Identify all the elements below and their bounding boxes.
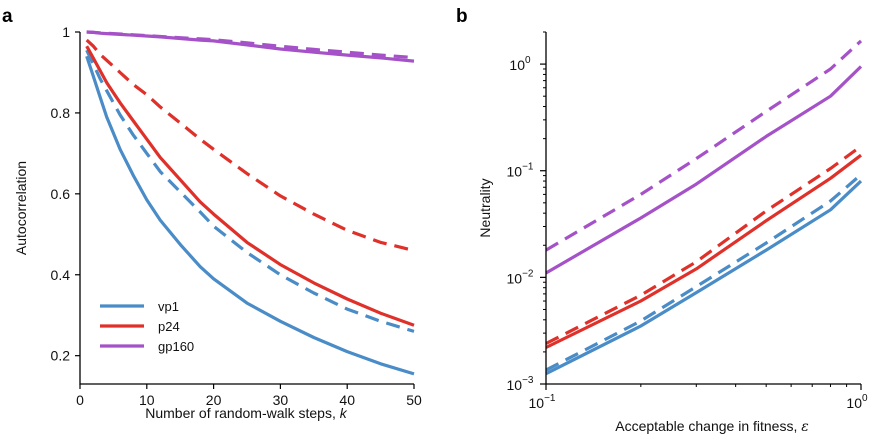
panel-a-y-tick-label: 0.6 xyxy=(51,186,71,202)
panel-a-x-tick-label: 0 xyxy=(76,392,84,408)
panel-a-y-tick-label: 1 xyxy=(62,24,70,40)
panel-a-y-tick-label: 0.4 xyxy=(51,267,71,283)
panel-a-x-tick-label: 20 xyxy=(206,392,222,408)
panel-a-axes xyxy=(79,32,414,385)
panel-b-x-axis-label: Acceptable change in fitness, ε xyxy=(615,418,809,435)
panel-a-x-ticks: 0 10 20 30 40 50 xyxy=(76,384,422,408)
panel-b-series xyxy=(545,39,863,376)
panel-a-line-p24-dashed xyxy=(85,38,415,253)
panel-a-legend: vp1 p24 gp160 xyxy=(100,299,194,354)
panel-b-y-ticks: 10−3 10−2 10−1 100 xyxy=(507,31,546,393)
panel-a-x-axis-label: Number of random-walk steps, k xyxy=(145,405,348,421)
panel-label-a: a xyxy=(2,6,13,27)
panel-b-x-ticks: 10−1 100 xyxy=(529,384,868,411)
panel-a-line-gp160 xyxy=(86,30,415,63)
panel-a-y-axis-label: Autocorrelation xyxy=(13,161,29,255)
panel-b-neutrality-chart: 10−1 100 10−3 10−2 10−1 100 Acceptable chang… xyxy=(477,31,868,435)
legend-label-vp1: vp1 xyxy=(158,299,179,314)
panel-a-autocorrelation-chart: 0 10 20 30 40 50 0.2 0.4 0.6 0.8 1 Number of rand… xyxy=(13,24,422,421)
panel-a-line-vp1-dashed xyxy=(85,49,415,333)
panel-b-line-gp160-dashed xyxy=(545,39,863,252)
panel-a-line-gp160-dashed xyxy=(86,30,415,60)
legend-label-p24: p24 xyxy=(158,319,180,334)
panel-b-x-tick-label: 10−1 xyxy=(529,393,556,411)
panel-a-x-tick-label: 50 xyxy=(406,392,422,408)
panel-label-b: b xyxy=(456,6,468,27)
panel-a-series xyxy=(85,30,415,376)
panel-a-y-tick-label: 0.8 xyxy=(51,105,71,121)
panel-b-x-tick-label: 100 xyxy=(846,393,868,411)
panel-a-x-tick-label: 30 xyxy=(273,392,289,408)
panel-b-line-gp160 xyxy=(545,65,863,275)
panel-b-y-tick-label: 100 xyxy=(509,55,531,73)
panel-b-line-vp1 xyxy=(545,179,863,376)
panel-a-y-ticks: 0.2 0.4 0.6 0.8 1 xyxy=(51,24,80,364)
panel-a-line-vp1 xyxy=(85,55,415,376)
panel-a-line-p24 xyxy=(85,45,415,327)
panel-b-line-p24 xyxy=(545,153,862,349)
panel-b-y-tick-label: 10−1 xyxy=(507,162,534,180)
legend-label-gp160: gp160 xyxy=(158,339,194,354)
panel-a-y-tick-label: 0.2 xyxy=(51,348,71,364)
panel-b-line-p24-dashed xyxy=(545,144,862,345)
panel-a-x-tick-label: 40 xyxy=(339,392,355,408)
panel-b-line-vp1-dashed xyxy=(545,173,863,372)
panel-b-axes xyxy=(545,32,861,385)
panel-b-y-axis-label: Neutrality xyxy=(477,178,493,237)
panel-a-x-tick-label: 10 xyxy=(139,392,155,408)
panel-b-y-tick-label: 10−3 xyxy=(507,375,534,393)
panel-b-y-tick-label: 10−2 xyxy=(507,268,534,286)
